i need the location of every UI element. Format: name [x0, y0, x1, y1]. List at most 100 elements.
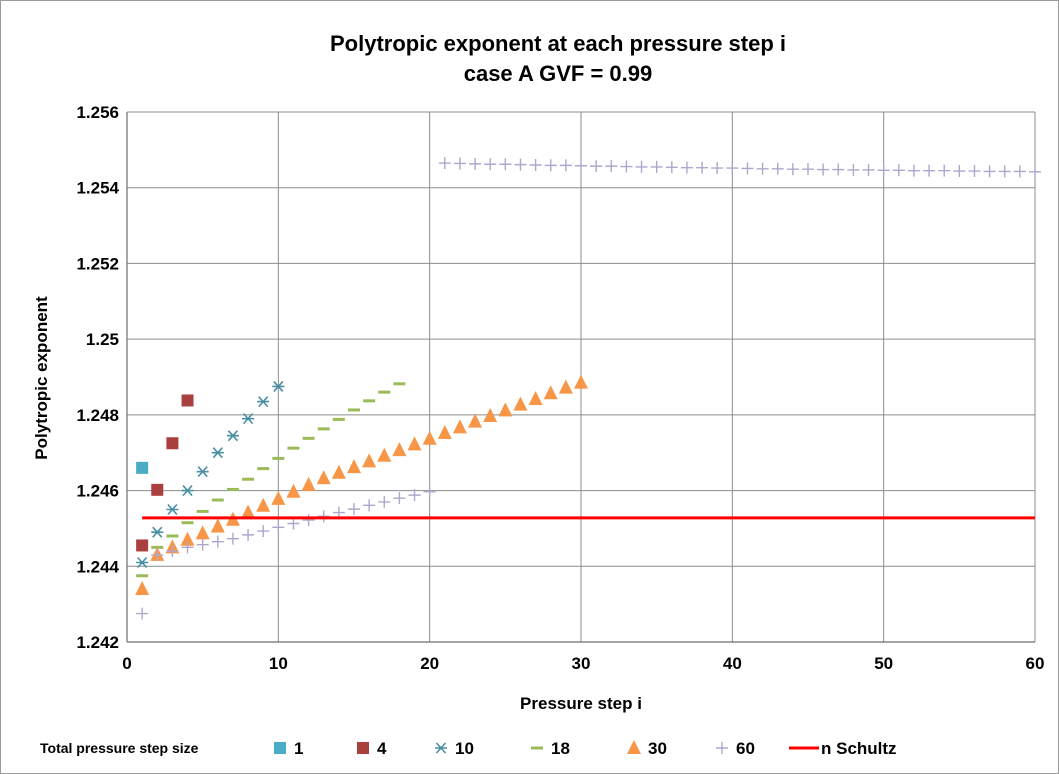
series-10	[136, 380, 285, 569]
data-point	[287, 517, 300, 530]
legend-label: 4	[377, 739, 387, 758]
x-tick-label: 60	[1026, 654, 1045, 673]
data-point	[151, 483, 164, 496]
data-point	[741, 162, 754, 175]
data-point	[499, 158, 512, 171]
series-1	[136, 461, 149, 474]
data-point	[452, 419, 467, 434]
data-point	[242, 413, 255, 425]
x-tick-label: 50	[874, 654, 893, 673]
data-point	[423, 485, 436, 498]
data-point	[590, 160, 603, 173]
data-point	[468, 413, 483, 428]
data-point	[650, 160, 663, 173]
data-point	[195, 525, 210, 540]
x-tick-label: 0	[122, 654, 131, 673]
data-point	[196, 538, 209, 551]
data-point	[1029, 165, 1041, 178]
data-point	[484, 158, 497, 171]
y-tick-label: 1.246	[76, 482, 119, 501]
series-30	[135, 374, 588, 595]
data-point	[953, 165, 966, 178]
data-point	[257, 396, 270, 408]
data-point	[408, 489, 421, 502]
data-point	[272, 380, 285, 392]
tick-labels: 1.242 1.244 1.246 1.248 1.25 1.252 1.254 1.256 0…	[76, 103, 1044, 673]
y-tick-label: 1.254	[76, 179, 119, 198]
legend: 1 4 10 18 30 60 n Schultz	[274, 739, 897, 758]
data-point	[210, 518, 225, 533]
data-point	[316, 470, 331, 485]
data-point	[877, 164, 890, 177]
legend-label: n Schultz	[821, 739, 897, 758]
data-point	[771, 162, 784, 175]
data-point	[362, 453, 377, 468]
data-point	[211, 447, 224, 459]
y-tick-label: 1.242	[76, 633, 119, 652]
data-point	[136, 539, 149, 552]
x-tick-label: 10	[269, 654, 288, 673]
data-point	[211, 535, 224, 548]
data-point	[453, 157, 466, 170]
data-point	[348, 503, 360, 516]
y-axis-label: Polytropic exponent	[32, 296, 51, 460]
series-layer	[135, 157, 1041, 620]
y-tick-label: 1.248	[76, 406, 119, 425]
data-point	[136, 607, 149, 620]
data-point	[181, 485, 194, 497]
data-point	[347, 459, 361, 474]
series-18	[136, 382, 406, 578]
data-point	[136, 461, 149, 474]
data-point	[635, 160, 648, 173]
data-point	[151, 548, 164, 561]
data-point	[998, 165, 1011, 178]
data-point	[363, 499, 376, 512]
legend-label: 30	[648, 739, 667, 758]
data-point	[301, 476, 316, 491]
legend-swatch	[627, 740, 641, 754]
data-point	[272, 521, 285, 534]
data-point	[196, 466, 209, 478]
x-axis-label: Pressure step i	[520, 694, 642, 713]
x-tick-label: 20	[420, 654, 439, 673]
data-point	[711, 162, 724, 175]
data-point	[483, 407, 498, 422]
data-point	[226, 430, 239, 442]
data-point	[498, 402, 513, 417]
data-point	[680, 161, 693, 174]
data-point	[514, 158, 527, 171]
data-point	[422, 430, 437, 445]
legend-title: Total pressure step size	[40, 740, 199, 756]
data-point	[407, 436, 422, 451]
legend-label: 60	[736, 739, 755, 758]
data-point	[181, 541, 194, 554]
data-point	[438, 157, 451, 170]
legend-label: 1	[294, 739, 303, 758]
data-point	[166, 437, 179, 450]
data-point	[817, 163, 830, 176]
data-point	[574, 374, 588, 389]
data-point	[302, 514, 315, 527]
data-point	[377, 447, 392, 462]
data-point	[696, 161, 709, 174]
data-point	[575, 159, 587, 172]
data-point	[1013, 165, 1026, 178]
data-point	[181, 394, 194, 407]
chart-subtitle: case A GVF = 0.99	[464, 61, 653, 86]
data-point	[378, 495, 391, 508]
series-4	[136, 394, 194, 552]
axes	[126, 112, 1035, 643]
data-point	[528, 390, 543, 405]
data-point	[786, 163, 799, 176]
data-point	[605, 160, 618, 173]
data-point	[166, 545, 179, 558]
data-point	[559, 159, 572, 172]
data-point	[286, 483, 301, 498]
legend-swatch	[435, 742, 447, 754]
y-tick-label: 1.256	[76, 103, 119, 122]
data-point	[907, 164, 920, 177]
data-point	[923, 164, 936, 177]
data-point	[847, 163, 860, 176]
